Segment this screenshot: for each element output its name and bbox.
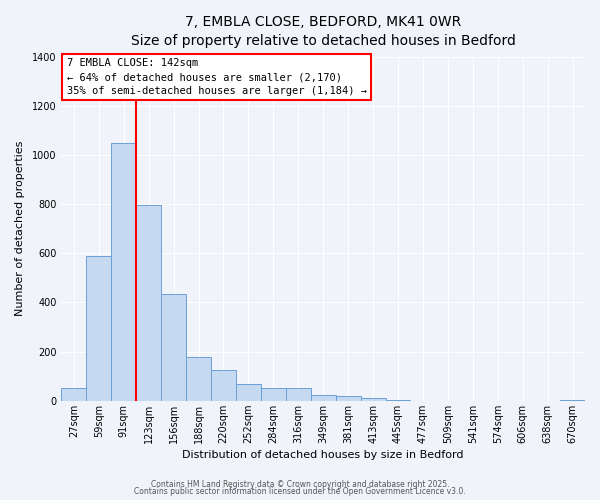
- Y-axis label: Number of detached properties: Number of detached properties: [15, 141, 25, 316]
- Bar: [211, 370, 236, 401]
- Bar: [560, 400, 585, 401]
- Bar: [335, 396, 361, 401]
- Text: Contains public sector information licensed under the Open Government Licence v3: Contains public sector information licen…: [134, 487, 466, 496]
- Text: Contains HM Land Registry data © Crown copyright and database right 2025.: Contains HM Land Registry data © Crown c…: [151, 480, 449, 489]
- Bar: [286, 388, 311, 401]
- Title: 7, EMBLA CLOSE, BEDFORD, MK41 0WR
Size of property relative to detached houses i: 7, EMBLA CLOSE, BEDFORD, MK41 0WR Size o…: [131, 15, 515, 48]
- Bar: [311, 396, 335, 401]
- Bar: [161, 294, 186, 401]
- Bar: [136, 206, 161, 401]
- Bar: [186, 356, 211, 401]
- Bar: [236, 384, 261, 401]
- Bar: [361, 398, 386, 401]
- Text: 7 EMBLA CLOSE: 142sqm
← 64% of detached houses are smaller (2,170)
35% of semi-d: 7 EMBLA CLOSE: 142sqm ← 64% of detached …: [67, 58, 367, 96]
- Bar: [61, 388, 86, 401]
- Bar: [261, 388, 286, 401]
- Bar: [111, 142, 136, 401]
- Bar: [86, 256, 111, 401]
- X-axis label: Distribution of detached houses by size in Bedford: Distribution of detached houses by size …: [182, 450, 464, 460]
- Bar: [386, 400, 410, 401]
